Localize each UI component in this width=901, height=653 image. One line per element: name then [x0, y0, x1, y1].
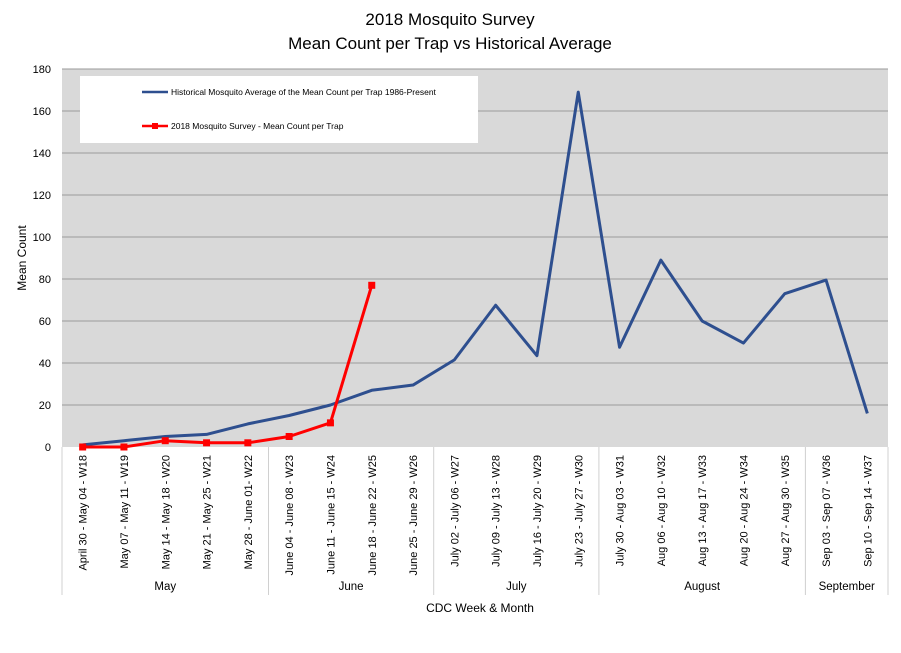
x-tick-label: June 11 - June 15 - W24 — [325, 455, 337, 575]
data-point — [244, 439, 252, 447]
data-point — [120, 443, 128, 451]
legend-historical-label: Historical Mosquito Average of the Mean … — [171, 87, 437, 97]
x-tick-label: Aug 13 - Aug 17 - W33 — [697, 455, 709, 566]
y-tick-label: 0 — [45, 442, 51, 454]
y-tick-label: 60 — [39, 316, 51, 328]
month-label: August — [684, 581, 721, 593]
y-tick-label: 40 — [39, 358, 51, 370]
x-tick-label: May 21 - May 25 - W21 — [202, 455, 214, 569]
chart-title: 2018 Mosquito Survey — [365, 10, 535, 29]
x-tick-label: July 02 - July 06 - W27 — [449, 455, 461, 567]
legend-2018-label: 2018 Mosquito Survey - Mean Count per Tr… — [171, 121, 344, 131]
x-tick-label: Sep 10 - Sep 14 - W37 — [862, 455, 874, 567]
x-tick-label: Aug 06 - Aug 10 - W32 — [656, 455, 668, 566]
x-tick-label: June 25 - June 29 - W26 — [408, 455, 420, 575]
legend-box — [80, 76, 478, 143]
series-line-1 — [82, 284, 374, 449]
legend: Historical Mosquito Average of the Mean … — [80, 76, 478, 143]
y-axis-label: Mean Count — [15, 225, 29, 291]
x-axis-label: CDC Week & Month — [426, 601, 534, 615]
x-tick-label: June 04 - June 08 - W23 — [284, 455, 296, 575]
data-point — [79, 443, 87, 451]
y-tick-label: 80 — [39, 274, 51, 286]
x-axis-month-labels: May June July August September — [154, 581, 875, 593]
month-label: September — [819, 581, 875, 593]
series-line-0 — [82, 90, 869, 447]
x-tick-label: May 14 - May 18 - W20 — [160, 455, 172, 569]
x-tick-label: July 09 - July 13 - W28 — [491, 455, 503, 567]
y-tick-label: 100 — [33, 232, 51, 244]
x-tick-label: Sep 03 - Sep 07 - W36 — [821, 455, 833, 567]
month-label: July — [506, 581, 527, 593]
x-tick-label: May 28 - June 01- W22 — [243, 455, 255, 569]
category-separators — [61, 447, 889, 595]
x-tick-label: July 16 - July 20 - W29 — [532, 455, 544, 567]
y-tick-label: 160 — [33, 106, 51, 118]
month-label: June — [339, 581, 364, 593]
x-axis-category-labels: April 30 - May 04 - W18 May 07 - May 11 -… — [78, 455, 875, 575]
y-axis-ticks: 0 20 40 60 80 100 120 140 160 180 — [33, 64, 51, 454]
x-tick-label: Aug 20 - Aug 24 - W34 — [738, 455, 750, 566]
legend-2018-marker — [152, 123, 158, 129]
x-tick-label: July 30 - Aug 03 - W31 — [615, 455, 627, 566]
data-point — [326, 419, 334, 427]
x-tick-label: June 18 - June 22 - W25 — [367, 455, 379, 575]
data-point — [203, 439, 211, 447]
x-tick-label: Aug 27 - Aug 30 - W35 — [780, 455, 792, 566]
data-point — [161, 437, 169, 445]
x-tick-label: April 30 - May 04 - W18 — [78, 455, 90, 571]
month-label: May — [154, 581, 176, 593]
x-tick-label: May 07 - May 11 - W19 — [119, 455, 131, 569]
data-point — [285, 433, 293, 440]
y-tick-label: 140 — [33, 148, 51, 160]
y-tick-label: 180 — [33, 64, 51, 76]
y-tick-label: 120 — [33, 190, 51, 202]
y-tick-label: 20 — [39, 400, 51, 412]
series-lines — [79, 90, 869, 451]
data-point — [368, 281, 376, 289]
x-tick-label: July 23 - July 27 - W30 — [573, 455, 585, 567]
chart-subtitle: Mean Count per Trap vs Historical Averag… — [288, 34, 612, 53]
